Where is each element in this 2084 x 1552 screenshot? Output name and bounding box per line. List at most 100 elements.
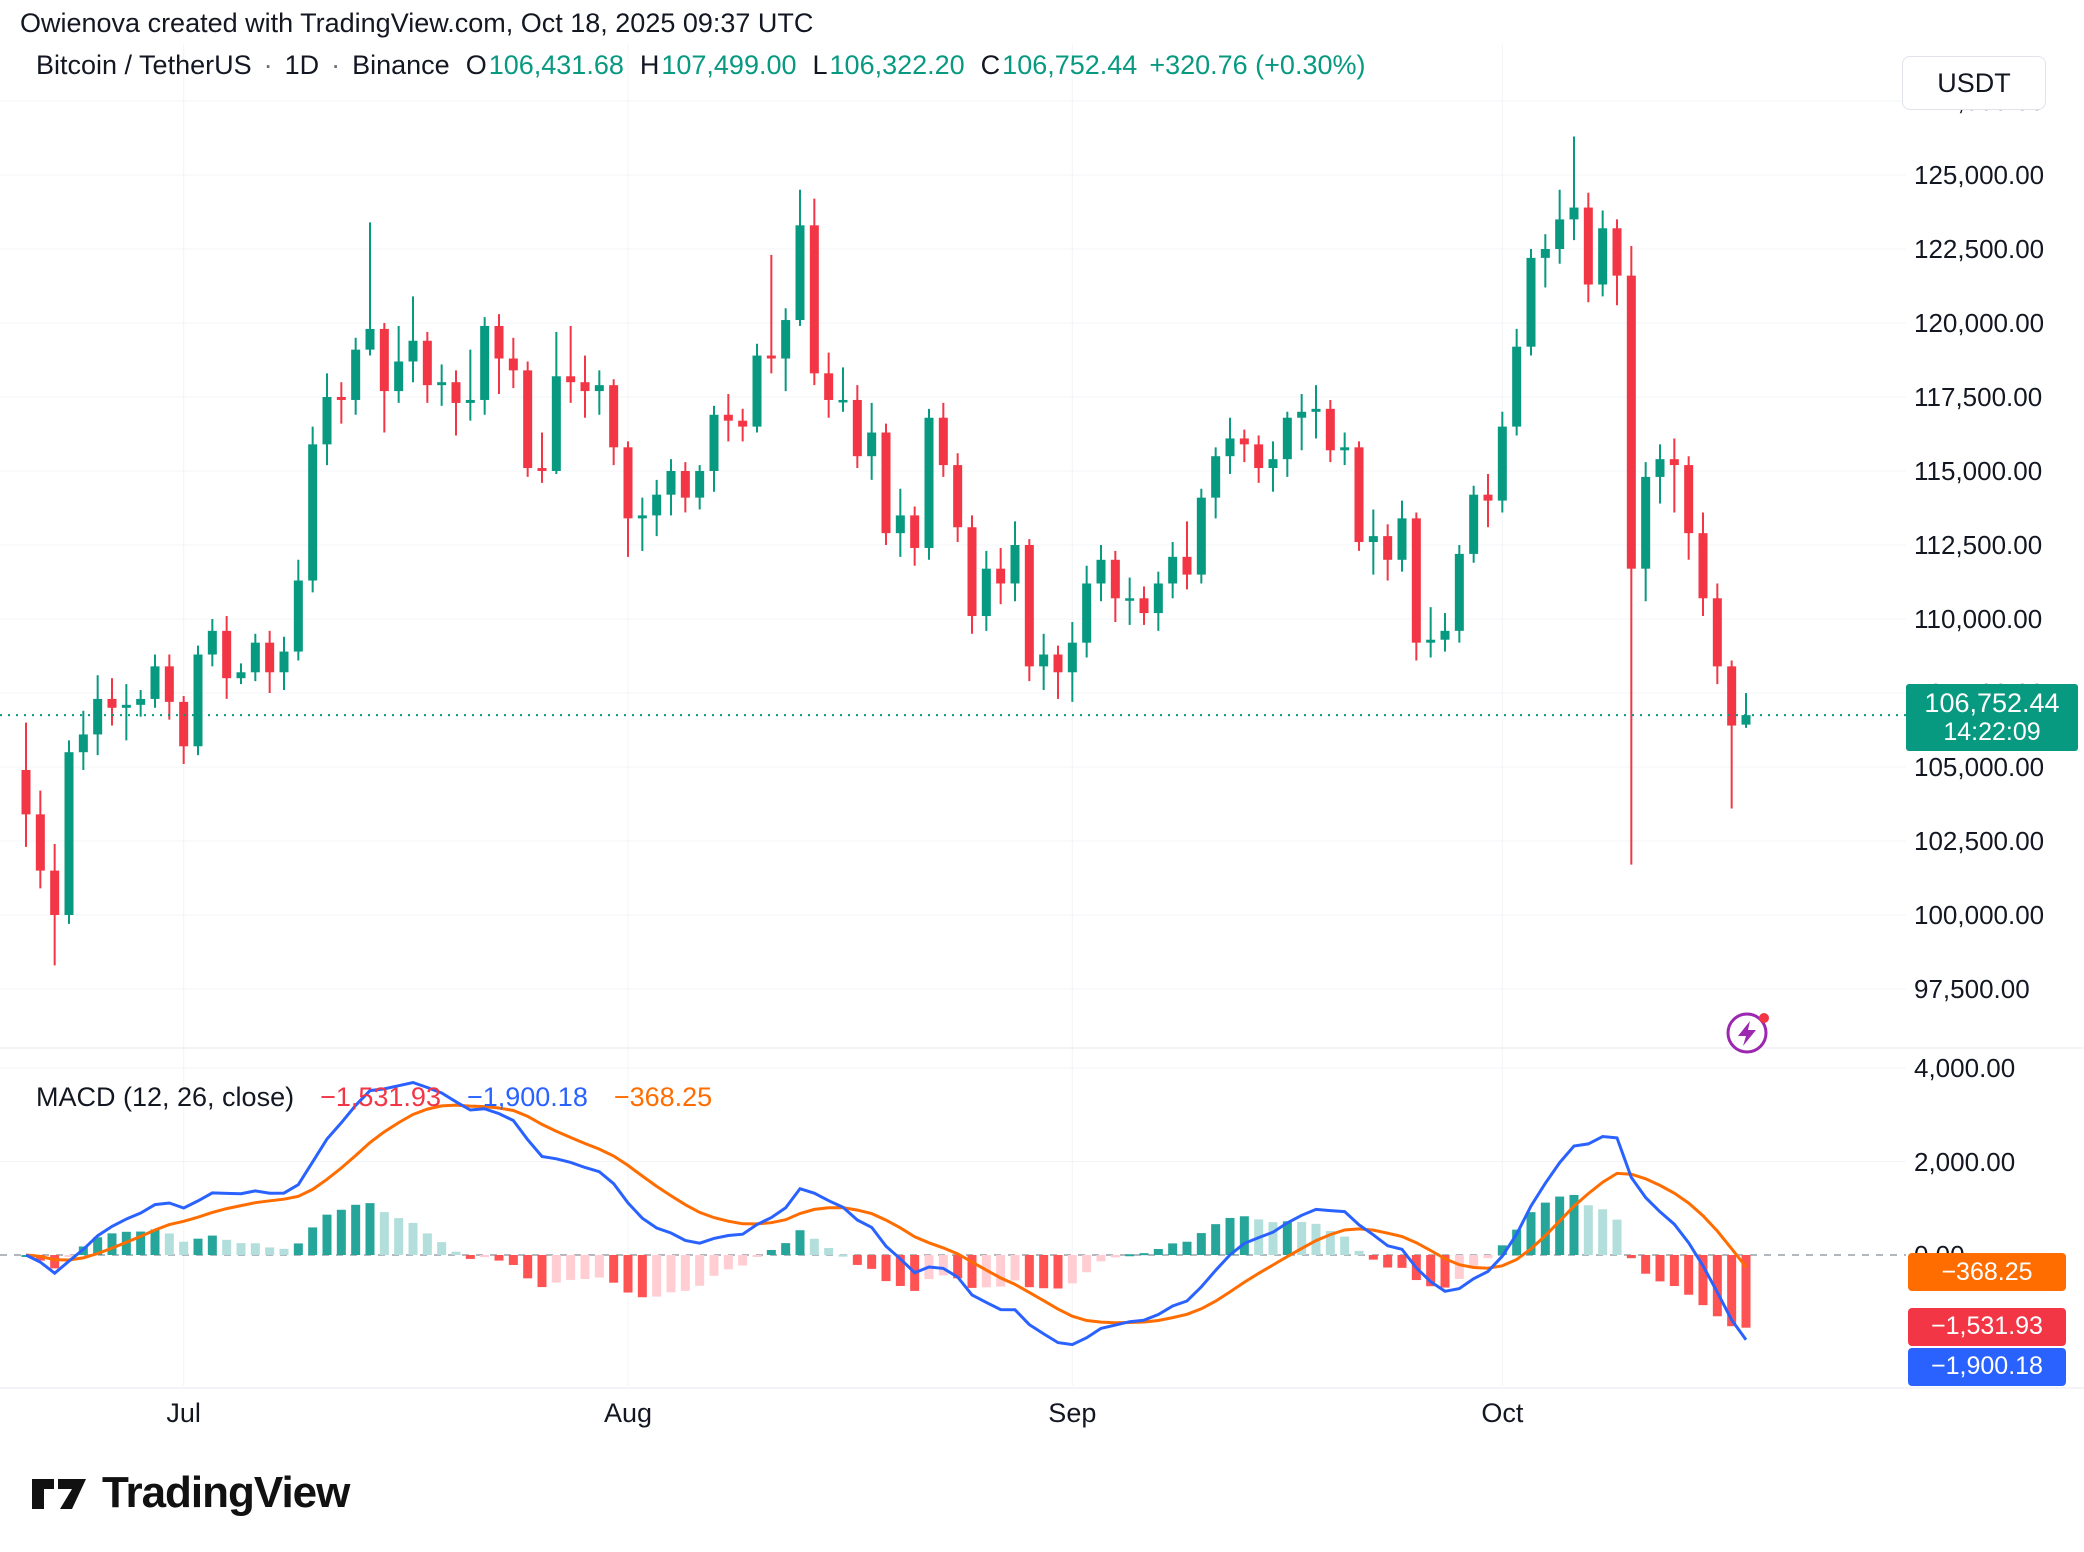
macd-histogram-bar xyxy=(1096,1255,1106,1262)
ohlc-pair-c: C 106,752.44 xyxy=(981,50,1138,81)
candle-body xyxy=(809,225,819,374)
macd-histogram-bar xyxy=(365,1203,375,1255)
candle-body xyxy=(838,399,848,403)
candle-body xyxy=(1225,438,1235,457)
macd-histogram-bar xyxy=(594,1255,604,1278)
candle-body xyxy=(1196,497,1206,575)
macd-histogram-bar xyxy=(637,1255,647,1298)
candle-body xyxy=(365,328,375,350)
candle-body xyxy=(1268,459,1278,469)
ohlc-key: H xyxy=(639,50,660,80)
legend-separator: · xyxy=(331,50,341,80)
tradingview-logo[interactable]: TradingView xyxy=(30,1468,350,1518)
macd-histogram-bar xyxy=(93,1237,103,1255)
candle-body xyxy=(1526,257,1536,347)
macd-tick-label: 4,000.00 xyxy=(1914,1053,2016,1083)
tradingview-logo-icon xyxy=(32,1479,86,1509)
macd-histogram-bar xyxy=(164,1233,174,1255)
macd-histogram-bar xyxy=(938,1255,948,1276)
candle-body xyxy=(523,370,533,469)
candle-body xyxy=(666,471,676,495)
candle-body xyxy=(1297,411,1307,418)
macd-histogram-bar xyxy=(1741,1255,1751,1328)
macd-histogram-bar xyxy=(666,1255,676,1293)
candle-body xyxy=(895,515,905,534)
candle-body xyxy=(250,642,260,673)
macd-badge-macd: −1,900.18 xyxy=(1908,1347,2066,1386)
macd-histogram-bar xyxy=(250,1243,260,1255)
candle-body xyxy=(1282,417,1292,460)
price-tick-label: 115,000.00 xyxy=(1914,456,2043,486)
candle-body xyxy=(938,417,948,466)
macd-histogram-bar xyxy=(1110,1255,1120,1258)
macd-histogram-bar xyxy=(1125,1254,1135,1257)
symbol-title[interactable]: Bitcoin / TetherUS xyxy=(36,50,252,80)
macd-histogram-bar xyxy=(494,1255,504,1261)
macd-histogram-bar xyxy=(680,1255,690,1291)
price-tick-label: 100,000.00 xyxy=(1914,900,2045,930)
candle-body xyxy=(1082,583,1092,643)
candle-body xyxy=(207,630,217,655)
candle-body xyxy=(236,672,246,679)
candle-body xyxy=(1440,630,1450,640)
candle-body xyxy=(738,420,748,427)
candle-body xyxy=(924,417,934,548)
macd-histogram-bar xyxy=(64,1255,74,1257)
candle-body xyxy=(709,414,719,471)
flash-icon[interactable] xyxy=(1724,1008,1774,1058)
candle-body xyxy=(78,734,88,753)
ohlc-value: 107,499.00 xyxy=(661,50,797,80)
tradingview-logo-text: TradingView xyxy=(102,1468,350,1517)
candle-body xyxy=(293,580,303,652)
candle-body xyxy=(179,701,189,747)
macd-histogram-bar xyxy=(781,1243,791,1255)
candle-body xyxy=(1168,556,1178,584)
candle-body xyxy=(537,468,547,471)
ohlc-key: L xyxy=(812,50,828,80)
candle-body xyxy=(1540,249,1550,258)
candle-body xyxy=(465,399,475,403)
interval-label[interactable]: 1D xyxy=(284,50,320,80)
macd-title[interactable]: MACD (12, 26, close) xyxy=(36,1082,295,1112)
candle-body xyxy=(121,704,131,708)
macd-histogram-bar xyxy=(895,1255,905,1286)
macd-histogram-bar xyxy=(852,1255,862,1265)
current-price-badge: 106,752.44 14:22:09 xyxy=(1906,684,2078,752)
ohlc-key: C xyxy=(980,50,1001,80)
candle-body xyxy=(437,382,447,386)
candle-body xyxy=(637,515,647,519)
macd-histogram-bar xyxy=(953,1255,963,1279)
currency-toggle-button[interactable]: USDT xyxy=(1902,56,2046,110)
ohlc-pair-l: L 106,322.20 xyxy=(813,50,965,81)
change-value: +320.76 (+0.30%) xyxy=(1149,50,1366,80)
candle-body xyxy=(1153,583,1163,614)
macd-histogram-bar xyxy=(1139,1253,1149,1256)
candle-body xyxy=(480,325,490,400)
macd-histogram-bar xyxy=(179,1241,189,1255)
macd-histogram-bar xyxy=(580,1255,590,1279)
candle-body xyxy=(379,328,389,392)
macd-histogram-bar xyxy=(1669,1255,1679,1287)
macd-histogram-bar xyxy=(723,1255,733,1270)
macd-histogram-bar xyxy=(1569,1194,1579,1255)
macd-histogram-bar xyxy=(1641,1255,1651,1274)
macd-histogram-bar xyxy=(824,1248,834,1255)
candle-body xyxy=(1712,598,1722,667)
candle-body xyxy=(795,225,805,321)
macd-histogram-bar xyxy=(150,1229,160,1255)
candle-body xyxy=(824,373,834,400)
current-price-value: 106,752.44 xyxy=(1924,688,2060,719)
macd-histogram-bar xyxy=(193,1238,203,1255)
price-tick-label: 125,000.00 xyxy=(1914,160,2045,190)
candle-body xyxy=(222,630,232,679)
candle-body xyxy=(394,361,404,392)
macd-histogram-bar xyxy=(222,1239,232,1255)
macd-histogram-bar xyxy=(1182,1241,1192,1255)
macd-histogram-bar xyxy=(322,1214,332,1255)
macd-histogram-bar xyxy=(1354,1250,1364,1255)
candle-body xyxy=(1583,207,1593,285)
macd-histogram-bar xyxy=(1712,1255,1722,1317)
time-axis-label-jul: Jul xyxy=(166,1398,201,1428)
legend-separator: · xyxy=(263,50,273,80)
